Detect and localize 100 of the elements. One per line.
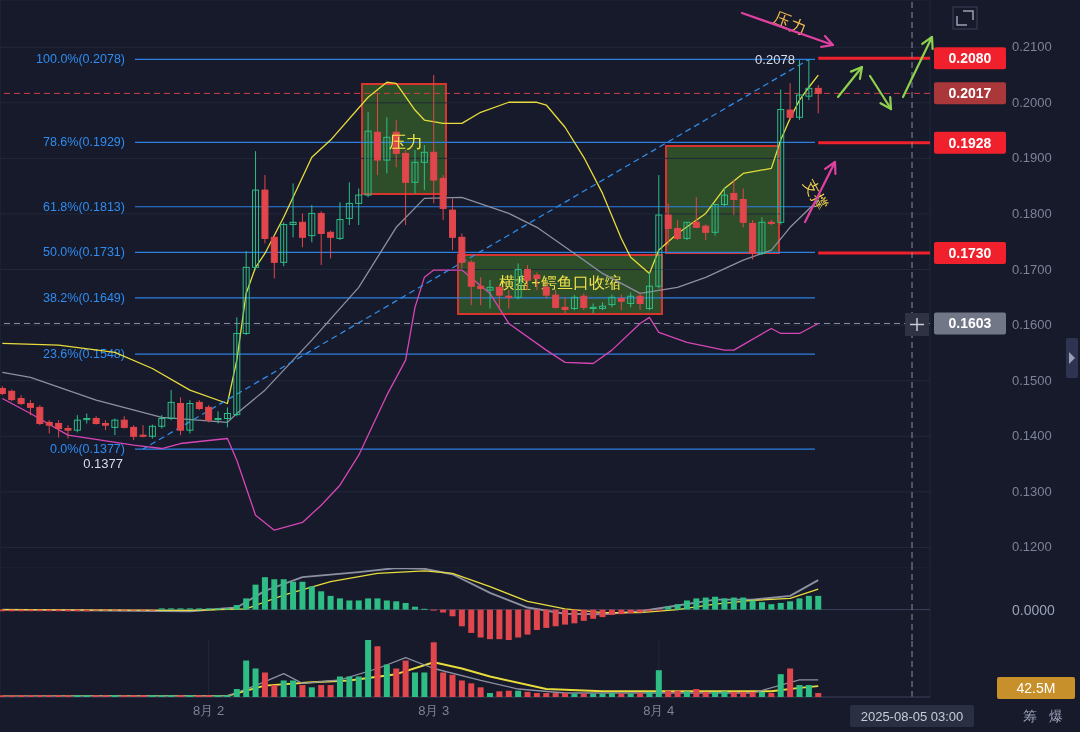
ref-line-label: 78.6%(0.1929) xyxy=(42,135,125,150)
bar xyxy=(458,609,465,627)
candlestick xyxy=(364,111,372,198)
x-tick-label: 8月 2 xyxy=(193,703,225,718)
candlestick xyxy=(730,179,738,216)
candlestick xyxy=(711,204,719,237)
bar xyxy=(327,595,334,610)
text: 筹 xyxy=(1023,708,1037,724)
bar xyxy=(665,690,672,697)
bar xyxy=(637,609,644,613)
bar xyxy=(261,672,268,697)
bar xyxy=(440,672,447,697)
candlestick xyxy=(111,418,119,436)
bar xyxy=(674,690,681,697)
bar xyxy=(505,690,512,697)
bar xyxy=(243,598,250,610)
bar xyxy=(740,691,747,697)
candlestick xyxy=(186,399,194,434)
bar xyxy=(524,609,531,635)
candlestick xyxy=(289,182,297,238)
ref-line-label: 0.1928 xyxy=(948,134,992,151)
bar xyxy=(693,689,700,697)
annotation: 0.1377 xyxy=(83,456,124,472)
candlestick xyxy=(355,187,363,226)
candlestick xyxy=(777,88,785,226)
bar xyxy=(308,687,315,697)
ref-line-label: 23.6%(0.1548) xyxy=(42,347,125,362)
candlestick xyxy=(167,389,175,421)
ref-line-label: 2025-08-05 03:00 xyxy=(860,709,964,724)
bar xyxy=(468,683,475,697)
bar xyxy=(758,691,765,697)
y-tick-label: 0.1700 xyxy=(1012,261,1052,277)
bar xyxy=(543,693,550,697)
candlestick xyxy=(280,221,288,267)
bar xyxy=(580,609,587,621)
y-tick-label: 0.2000 xyxy=(1012,94,1052,110)
bar xyxy=(805,595,812,610)
bar xyxy=(552,609,559,627)
bar xyxy=(243,660,250,697)
candlestick xyxy=(692,196,700,229)
bar xyxy=(318,685,325,697)
bar xyxy=(815,595,822,610)
bar xyxy=(721,598,728,610)
bar xyxy=(477,609,484,638)
bar xyxy=(299,685,306,697)
candlestick xyxy=(805,58,813,101)
ref-line-label: 0.2017 xyxy=(948,85,992,102)
bar xyxy=(271,685,278,697)
bar xyxy=(374,598,381,610)
bar xyxy=(796,598,803,610)
bar xyxy=(280,579,287,610)
ref-line-label: 100.0%(0.2078) xyxy=(36,52,125,67)
bar xyxy=(543,609,550,628)
bar xyxy=(608,609,615,616)
ref-line-label: 61.8%(0.1813) xyxy=(42,199,125,214)
bar xyxy=(805,685,812,697)
ref-line-label: 38.2%(0.1649) xyxy=(42,290,125,305)
bar xyxy=(346,600,353,610)
bar xyxy=(487,609,494,640)
ref-line-label: 0.2080 xyxy=(948,50,992,67)
candlestick xyxy=(608,294,616,308)
candlestick xyxy=(674,219,682,241)
bar xyxy=(777,674,784,697)
candlestick xyxy=(486,279,494,309)
candlestick xyxy=(345,181,353,226)
bar xyxy=(411,606,418,610)
bar xyxy=(768,604,775,610)
bar xyxy=(299,581,306,610)
bar xyxy=(374,646,381,697)
bar xyxy=(496,691,503,697)
candlestick xyxy=(655,174,663,289)
bar xyxy=(393,668,400,697)
candlestick xyxy=(317,210,325,266)
bar xyxy=(524,691,531,697)
candlestick xyxy=(233,316,241,417)
bar xyxy=(458,680,465,697)
bar xyxy=(749,600,756,610)
y-tick-label: 0.1600 xyxy=(1012,317,1052,333)
candlestick xyxy=(739,187,747,228)
bar xyxy=(571,609,578,624)
bar xyxy=(590,609,597,619)
bar xyxy=(365,640,372,697)
text: 爆 xyxy=(1049,708,1063,724)
y-tick-label: 0.2100 xyxy=(1012,39,1052,55)
candlestick xyxy=(795,59,803,121)
candlestick xyxy=(786,82,794,121)
candlestick xyxy=(533,271,541,291)
candlestick xyxy=(505,289,513,309)
ref-line-label: 0.1603 xyxy=(948,315,992,332)
bar xyxy=(730,597,737,610)
bar xyxy=(346,676,353,697)
bar xyxy=(393,601,400,610)
candlestick xyxy=(214,410,222,424)
bar xyxy=(271,579,278,610)
ref-line-label: 50.0%(0.1731) xyxy=(42,245,125,260)
bar xyxy=(449,674,456,697)
candlestick xyxy=(683,221,691,241)
bar xyxy=(421,672,428,697)
candlestick xyxy=(720,186,728,207)
bar xyxy=(787,601,794,610)
